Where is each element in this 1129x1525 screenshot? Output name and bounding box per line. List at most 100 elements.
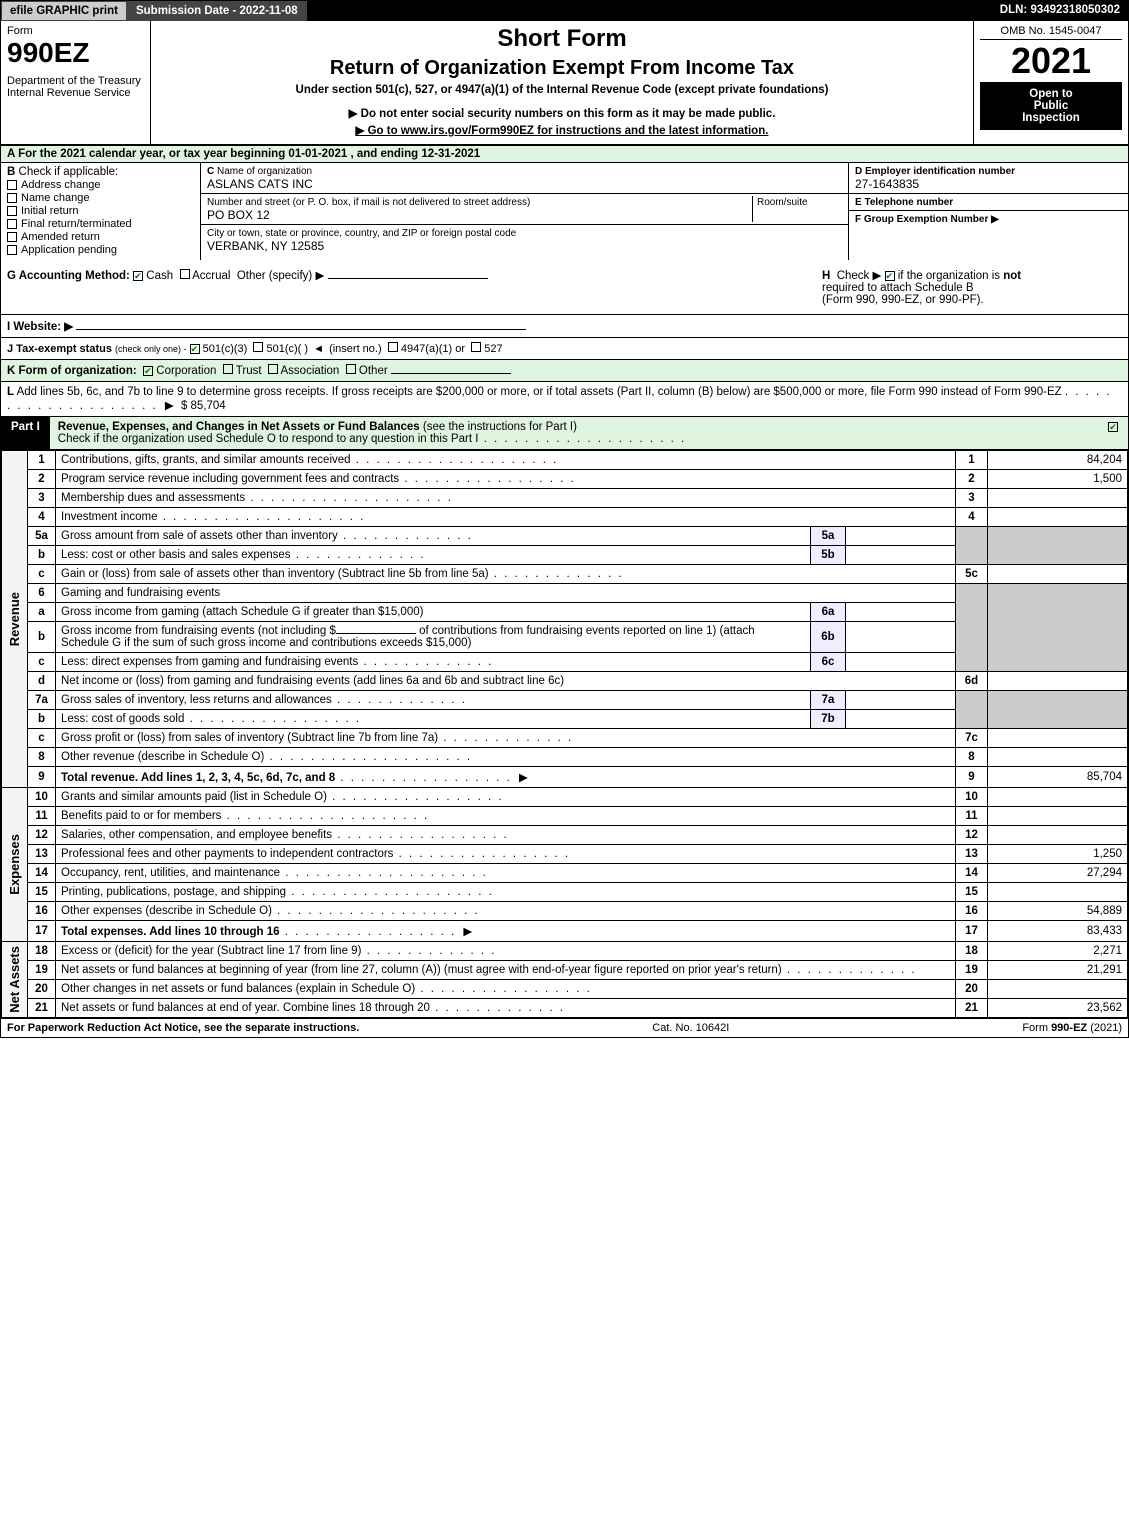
arrow-icon (161, 400, 178, 412)
sub-amount (846, 622, 956, 653)
ln-num: 12 (28, 826, 56, 845)
line-5c: c Gain or (loss) from sale of assets oth… (2, 565, 1128, 584)
ln-ref: 8 (956, 748, 988, 767)
ln-desc: Salaries, other compensation, and employ… (56, 826, 956, 845)
line-20: 20 Other changes in net assets or fund b… (2, 980, 1128, 999)
ln-num: 3 (28, 489, 56, 508)
goto-link[interactable]: ▶ Go to www.irs.gov/Form990EZ for instru… (157, 123, 967, 137)
omb-number: OMB No. 1545-0047 (980, 25, 1122, 40)
header-center: Short Form Return of Organization Exempt… (151, 21, 973, 144)
ln-ref: 17 (956, 921, 988, 942)
check-amended-return[interactable]: Amended return (7, 231, 194, 243)
line-8: 8 Other revenue (describe in Schedule O)… (2, 748, 1128, 767)
ln-amount (988, 672, 1128, 691)
ln-text: Investment income (61, 511, 158, 523)
checkbox-cash-icon[interactable] (133, 271, 143, 281)
checkbox-icon (7, 193, 17, 203)
check-application-pending[interactable]: Application pending (7, 244, 194, 256)
open-line3: Inspection (986, 112, 1116, 124)
checkbox-4947-icon[interactable] (388, 342, 398, 352)
ln-num: 2 (28, 470, 56, 489)
ln-ref: 18 (956, 942, 988, 961)
check-address-change[interactable]: Address change (7, 179, 194, 191)
checkbox-other-icon[interactable] (346, 364, 356, 374)
checkbox-schedule-o-icon[interactable] (1108, 422, 1118, 432)
ln-desc: Excess or (deficit) for the year (Subtra… (56, 942, 956, 961)
check-label: Address change (21, 179, 101, 191)
checkbox-association-icon[interactable] (268, 364, 278, 374)
sub-ref: 7a (811, 691, 846, 710)
ln-text: Gain or (loss) from sale of assets other… (61, 568, 489, 580)
dots (272, 905, 480, 917)
ln-amount: 27,294 (988, 864, 1128, 883)
title-return: Return of Organization Exempt From Incom… (157, 57, 967, 80)
checkbox-527-icon[interactable] (471, 342, 481, 352)
ln-text: Net assets or fund balances at end of ye… (61, 1002, 430, 1014)
line-6: 6 Gaming and fundraising events (2, 584, 1128, 603)
ln-num: 9 (28, 767, 56, 788)
d-label: D Employer identification number (855, 166, 1015, 177)
line-10: Expenses 10 Grants and similar amounts p… (2, 788, 1128, 807)
ln-ref: 6d (956, 672, 988, 691)
goto-link-text: ▶ Go to www.irs.gov/Form990EZ for instru… (356, 125, 769, 137)
ln-desc: Gain or (loss) from sale of assets other… (56, 565, 956, 584)
g-cash: Cash (146, 270, 173, 282)
checkbox-corporation-icon[interactable] (143, 366, 153, 376)
group-exemption-cell: F Group Exemption Number ▶ (849, 211, 1128, 227)
dln-value: DLN: 93492318050302 (992, 1, 1128, 21)
dots (264, 751, 472, 763)
checkbox-accrual-icon[interactable] (180, 269, 190, 279)
form-word: Form (7, 25, 144, 37)
ein-cell: D Employer identification number 27-1643… (849, 163, 1128, 194)
b-check-label: Check if applicable: (19, 166, 119, 178)
accounting-method: G Accounting Method: Cash Accrual Other … (7, 268, 488, 306)
ln-text: Membership dues and assessments (61, 492, 245, 504)
dots (221, 810, 429, 822)
arrow-left-icon (311, 343, 326, 355)
submission-date-button[interactable]: Submission Date - 2022-11-08 (127, 1, 307, 21)
page-footer: For Paperwork Reduction Act Notice, see … (1, 1018, 1128, 1037)
i-label: I Website: ▶ (7, 321, 73, 333)
ln-text: Excess or (deficit) for the year (Subtra… (61, 945, 361, 957)
check-label: Name change (21, 192, 90, 204)
checkbox-501c3-icon[interactable] (190, 344, 200, 354)
ln-desc: Benefits paid to or for members (56, 807, 956, 826)
line-16: 16 Other expenses (describe in Schedule … (2, 902, 1128, 921)
ln-amount: 54,889 (988, 902, 1128, 921)
ln-num: b (28, 622, 56, 653)
check-final-return[interactable]: Final return/terminated (7, 218, 194, 230)
e-label: E Telephone number (855, 197, 953, 208)
checkbox-schedule-b-icon[interactable] (885, 271, 895, 281)
ln-amount: 1,500 (988, 470, 1128, 489)
ln-num: c (28, 729, 56, 748)
j-sub: (check only one) - (115, 344, 187, 354)
part-1-checkbox-cell (1098, 417, 1128, 449)
dots (393, 848, 570, 860)
line-k-form-org: K Form of organization: Corporation Trus… (1, 360, 1128, 382)
sub-amount (846, 603, 956, 622)
check-initial-return[interactable]: Initial return (7, 205, 194, 217)
toolbar-spacer (307, 1, 992, 21)
ln-num: 1 (28, 451, 56, 470)
efile-print-button[interactable]: efile GRAPHIC print (1, 1, 127, 21)
ln-desc: Program service revenue including govern… (56, 470, 956, 489)
h-text3: required to attach Schedule B (822, 282, 974, 294)
k-trust: Trust (236, 365, 262, 377)
ln-desc: Gross profit or (loss) from sales of inv… (56, 729, 956, 748)
line-3: 3 Membership dues and assessments 3 (2, 489, 1128, 508)
ln-text1: Gross income from fundraising events (no… (61, 625, 336, 637)
line-13: 13 Professional fees and other payments … (2, 845, 1128, 864)
checkbox-trust-icon[interactable] (223, 364, 233, 374)
dots (286, 886, 494, 898)
sub-amount (846, 710, 956, 729)
line-9: 9 Total revenue. Add lines 1, 2, 3, 4, 5… (2, 767, 1128, 788)
sub-ref: 6c (811, 653, 846, 672)
b-label: B (7, 166, 15, 178)
dots (158, 511, 366, 523)
g-label: G Accounting Method: (7, 270, 130, 282)
sub-ref: 5a (811, 527, 846, 546)
ln-num: 16 (28, 902, 56, 921)
check-name-change[interactable]: Name change (7, 192, 194, 204)
checkbox-501c-icon[interactable] (253, 342, 263, 352)
ln-text: Contributions, gifts, grants, and simila… (61, 454, 351, 466)
